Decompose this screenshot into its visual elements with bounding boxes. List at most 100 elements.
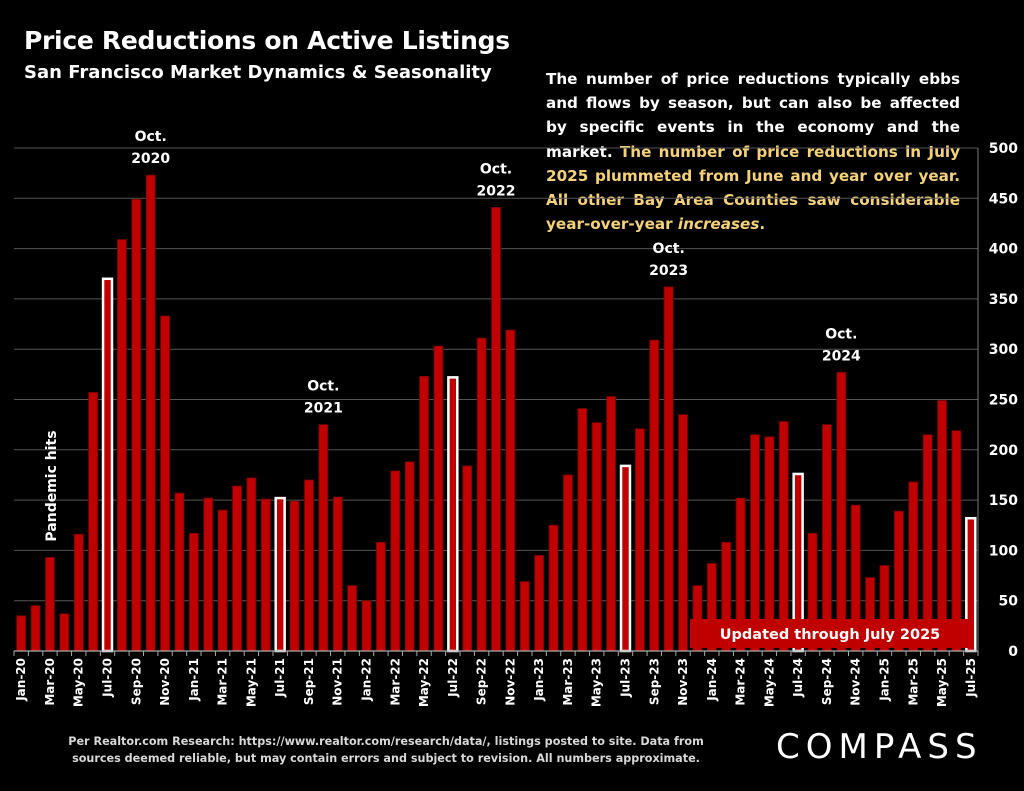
bar xyxy=(59,613,70,652)
x-tick-label: Nov-23 xyxy=(676,658,690,706)
y-tick-label: 100 xyxy=(989,543,1018,559)
bar xyxy=(88,392,98,652)
x-tick-label: Jan-23 xyxy=(532,658,546,702)
annotation-month: Oct. xyxy=(825,326,857,342)
update-banner: Updated through July 2025 xyxy=(690,619,971,648)
bar xyxy=(203,497,214,652)
bar xyxy=(649,339,660,652)
note-period: . xyxy=(759,215,766,234)
annotation-year: 2020 xyxy=(131,151,170,167)
x-tick-label: Jan-22 xyxy=(360,658,374,702)
x-tick-label: Jul-25 xyxy=(964,658,978,698)
x-tick-label: Nov-20 xyxy=(158,658,172,706)
bar xyxy=(505,329,516,652)
x-tick-label: May-20 xyxy=(72,658,86,707)
highlight-bar xyxy=(274,496,286,653)
x-tick-label: Mar-24 xyxy=(734,658,748,706)
x-axis: Jan-20 Mar-20 May-20 Jul-20 Sep-20 Nov-20 Jan-… xyxy=(13,650,979,707)
bar xyxy=(778,421,789,652)
bar xyxy=(591,422,602,652)
y-tick-label: 50 xyxy=(999,594,1019,610)
bar xyxy=(678,414,688,652)
bar xyxy=(822,424,832,652)
annotation-year: 2021 xyxy=(304,401,343,417)
bar xyxy=(419,375,429,652)
y-axis: 0 50 100 150 200 250 300 350 400 450 500 xyxy=(977,141,1019,660)
x-tick-label: Sep-22 xyxy=(475,658,489,705)
annotation-month: Oct. xyxy=(653,241,685,257)
bar xyxy=(635,428,645,652)
x-tick-label: Sep-20 xyxy=(129,658,143,705)
bar xyxy=(260,498,271,652)
annotation-year: 2024 xyxy=(822,348,861,364)
bars xyxy=(16,174,977,653)
x-tick-label: Mar-21 xyxy=(216,658,230,706)
bar xyxy=(318,424,329,652)
highlight-bar xyxy=(101,277,114,653)
bar xyxy=(217,509,228,652)
x-tick-label: Mar-23 xyxy=(561,658,575,706)
bar xyxy=(160,315,170,652)
pandemic-label: Pandemic hits xyxy=(44,430,60,541)
note-emphasis: increases xyxy=(677,215,760,234)
x-tick-label: Sep-21 xyxy=(302,658,316,705)
bar xyxy=(606,396,616,652)
x-tick-label: Jan-20 xyxy=(14,658,28,702)
bar xyxy=(246,477,257,652)
bar xyxy=(951,430,962,652)
bar xyxy=(304,479,314,652)
bar xyxy=(174,492,185,652)
annotation-month: Oct. xyxy=(480,161,512,177)
annotation-year: 2022 xyxy=(477,183,516,199)
bar xyxy=(347,585,357,652)
banner-label: Updated through July 2025 xyxy=(720,627,941,643)
x-tick-label: May-25 xyxy=(935,658,949,707)
y-tick-label: 250 xyxy=(989,393,1018,409)
bar xyxy=(462,465,473,652)
bar xyxy=(131,198,142,652)
x-tick-label: Jul-20 xyxy=(101,658,115,698)
note-intro: The number of price reductions typically… xyxy=(546,70,960,161)
bar xyxy=(577,408,588,652)
x-tick-label: May-23 xyxy=(590,658,604,707)
bar xyxy=(30,605,41,652)
bar xyxy=(404,461,415,652)
x-tick-label: Mar-22 xyxy=(388,658,402,706)
x-tick-label: Nov-21 xyxy=(331,658,345,706)
x-tick-label: May-21 xyxy=(244,658,258,707)
bar xyxy=(548,524,559,652)
bar xyxy=(534,555,545,652)
y-tick-label: 300 xyxy=(989,342,1018,358)
source-note: Per Realtor.com Research: https://www.re… xyxy=(68,735,704,765)
x-tick-label: Sep-24 xyxy=(820,658,834,705)
annotation-month: Oct. xyxy=(307,379,339,395)
bar xyxy=(145,174,156,652)
x-tick-label: May-24 xyxy=(762,658,776,707)
x-tick-label: Sep-23 xyxy=(647,658,661,705)
commentary-note: The number of price reductions typically… xyxy=(546,67,960,236)
x-tick-label: May-22 xyxy=(417,658,431,707)
annotation-month: Oct. xyxy=(135,129,167,145)
bar xyxy=(361,600,372,652)
x-tick-label: Jan-25 xyxy=(877,658,891,702)
bar xyxy=(922,434,933,652)
bar xyxy=(73,533,84,652)
note-highlight: The number of price reductions in July 2… xyxy=(546,143,960,234)
y-tick-label: 400 xyxy=(989,242,1018,258)
bar xyxy=(376,541,386,652)
bar xyxy=(750,434,760,652)
bar xyxy=(45,557,55,652)
bar xyxy=(491,206,501,652)
bar xyxy=(390,470,401,652)
bar xyxy=(16,615,27,652)
compass-logo: COMPASS xyxy=(776,727,983,767)
y-tick-label: 200 xyxy=(989,443,1018,459)
bar xyxy=(433,345,444,652)
bar xyxy=(519,581,530,652)
y-tick-label: 0 xyxy=(1008,644,1018,660)
x-tick-label: Jan-21 xyxy=(187,658,201,702)
y-tick-label: 150 xyxy=(989,493,1018,509)
chart-subtitle: San Francisco Market Dynamics & Seasonal… xyxy=(24,62,492,83)
bar xyxy=(937,400,947,652)
bar xyxy=(476,337,487,652)
